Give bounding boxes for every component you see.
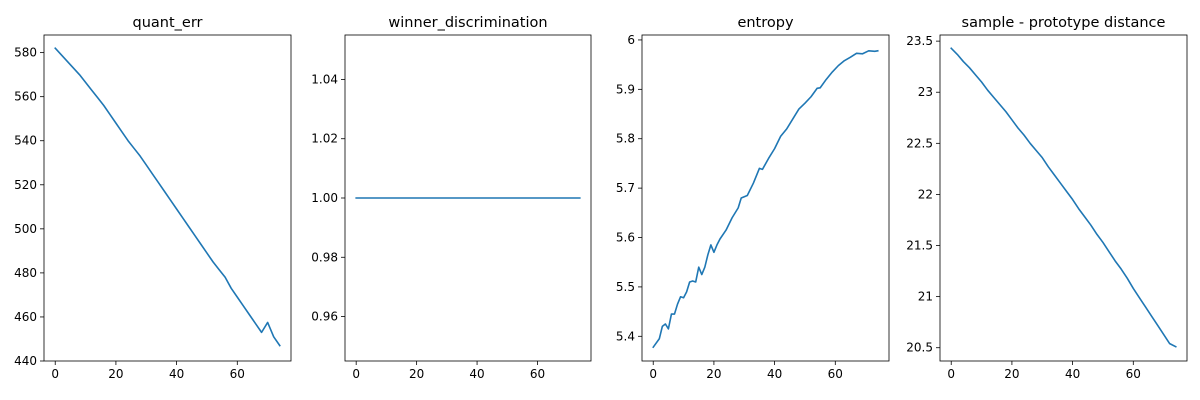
y-tick-label: 500 bbox=[14, 222, 37, 236]
y-tick-label: 540 bbox=[14, 134, 37, 148]
y-tick-label: 520 bbox=[14, 178, 37, 192]
axes-frame bbox=[642, 35, 889, 361]
y-tick-label: 560 bbox=[14, 90, 37, 104]
y-tick-label: 5.6 bbox=[616, 231, 635, 245]
y-tick-label: 5.8 bbox=[616, 132, 635, 146]
axes-frame bbox=[940, 35, 1187, 361]
x-tick-label: 20 bbox=[108, 367, 123, 381]
x-tick-label: 60 bbox=[1126, 367, 1141, 381]
y-tick-label: 21 bbox=[918, 290, 933, 304]
y-tick-label: 580 bbox=[14, 46, 37, 60]
x-tick-label: 40 bbox=[767, 367, 782, 381]
y-tick-label: 1.02 bbox=[311, 132, 338, 146]
chart-title: quant_err bbox=[133, 15, 203, 31]
y-tick-label: 5.9 bbox=[616, 82, 635, 96]
x-tick-label: 40 bbox=[469, 367, 484, 381]
x-tick-label: 60 bbox=[530, 367, 545, 381]
chart-title: entropy bbox=[737, 15, 794, 31]
chart-title: winner_discrimination bbox=[388, 15, 547, 31]
series-line bbox=[653, 51, 878, 347]
y-tick-label: 1.00 bbox=[311, 191, 338, 205]
y-tick-label: 23 bbox=[918, 85, 933, 99]
x-tick-label: 20 bbox=[706, 367, 721, 381]
y-tick-label: 480 bbox=[14, 266, 37, 280]
x-tick-label: 60 bbox=[230, 367, 245, 381]
y-tick-label: 22.5 bbox=[906, 136, 933, 150]
y-tick-label: 460 bbox=[14, 310, 37, 324]
x-tick-label: 40 bbox=[1065, 367, 1080, 381]
x-tick-label: 0 bbox=[51, 367, 59, 381]
y-tick-label: 21.5 bbox=[906, 239, 933, 253]
y-tick-label: 5.7 bbox=[616, 181, 635, 195]
y-tick-label: 5.5 bbox=[616, 280, 635, 294]
x-tick-label: 60 bbox=[828, 367, 843, 381]
y-tick-label: 1.04 bbox=[311, 72, 338, 86]
y-tick-label: 6 bbox=[627, 33, 635, 47]
x-tick-label: 20 bbox=[1004, 367, 1019, 381]
x-tick-label: 0 bbox=[947, 367, 955, 381]
series-line bbox=[55, 48, 280, 345]
y-tick-label: 22 bbox=[918, 187, 933, 201]
x-tick-label: 0 bbox=[649, 367, 657, 381]
y-tick-label: 5.4 bbox=[616, 329, 635, 343]
axes-frame bbox=[44, 35, 291, 361]
x-tick-label: 0 bbox=[352, 367, 360, 381]
y-tick-label: 23.5 bbox=[906, 34, 933, 48]
chart-title: sample - prototype distance bbox=[962, 15, 1166, 31]
y-tick-label: 20.5 bbox=[906, 341, 933, 355]
series-line bbox=[951, 48, 1176, 346]
x-tick-label: 20 bbox=[409, 367, 424, 381]
y-tick-label: 440 bbox=[14, 354, 37, 368]
x-tick-label: 40 bbox=[169, 367, 184, 381]
y-tick-label: 0.98 bbox=[311, 250, 338, 264]
y-tick-label: 0.96 bbox=[311, 310, 338, 324]
